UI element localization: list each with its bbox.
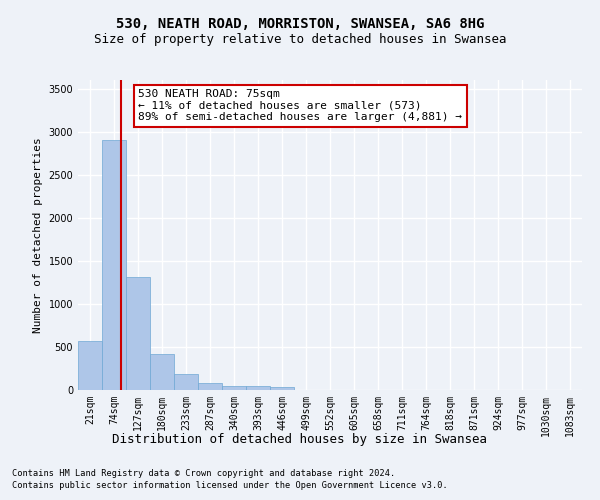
Bar (174, 374, 198, 390)
Text: 530 NEATH ROAD: 75sqm
← 11% of detached houses are smaller (573)
89% of semi-det: 530 NEATH ROAD: 75sqm ← 11% of detached … (139, 90, 463, 122)
Text: Size of property relative to detached houses in Swansea: Size of property relative to detached ho… (94, 32, 506, 46)
Text: Contains HM Land Registry data © Crown copyright and database right 2024.: Contains HM Land Registry data © Crown c… (12, 468, 395, 477)
Bar (198, 383, 222, 390)
Bar (270, 386, 294, 390)
Bar (246, 386, 270, 390)
Bar (126, 277, 150, 390)
Y-axis label: Number of detached properties: Number of detached properties (33, 137, 43, 333)
Bar (78, 341, 102, 390)
Bar (102, 140, 126, 390)
Bar (222, 386, 246, 390)
Text: Contains public sector information licensed under the Open Government Licence v3: Contains public sector information licen… (12, 481, 448, 490)
Bar (150, 354, 174, 390)
Text: Distribution of detached houses by size in Swansea: Distribution of detached houses by size … (113, 432, 487, 446)
Text: 530, NEATH ROAD, MORRISTON, SWANSEA, SA6 8HG: 530, NEATH ROAD, MORRISTON, SWANSEA, SA6… (116, 18, 484, 32)
